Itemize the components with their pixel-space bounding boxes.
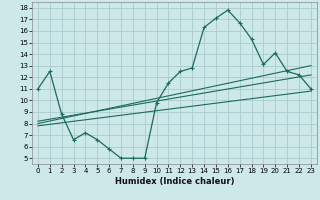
X-axis label: Humidex (Indice chaleur): Humidex (Indice chaleur)	[115, 177, 234, 186]
